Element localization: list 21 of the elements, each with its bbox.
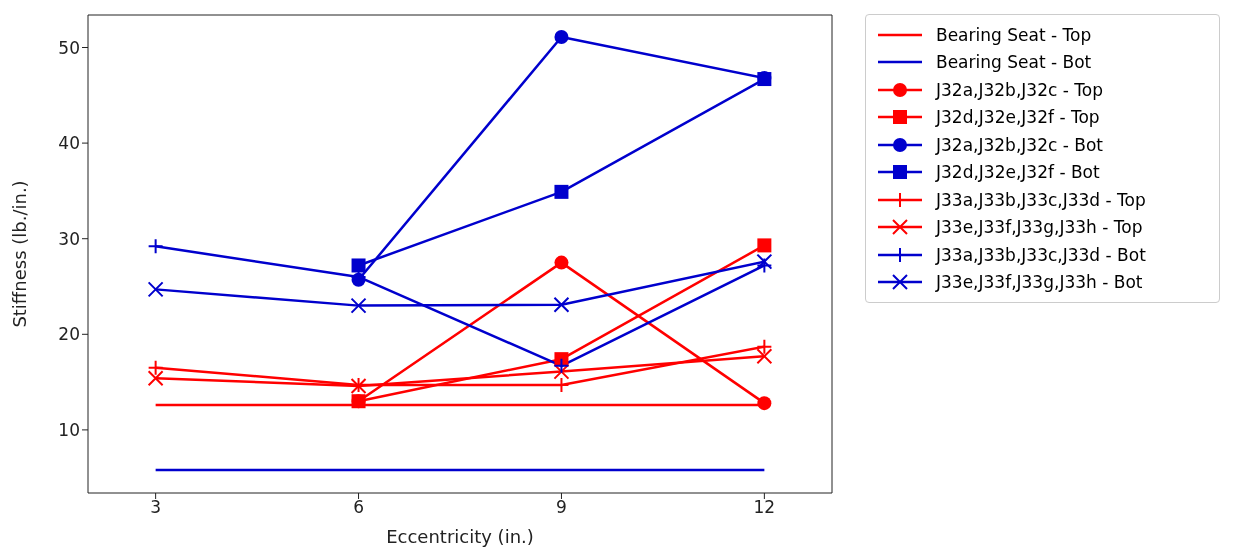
legend-label: J32d,J32e,J32f - Bot (936, 162, 1100, 183)
legend-label: Bearing Seat - Bot (936, 52, 1092, 73)
y-tick-label: 10 (58, 419, 80, 440)
legend-label: J33e,J33f,J33g,J33h - Bot (936, 272, 1143, 293)
y-tick-label: 30 (58, 228, 80, 249)
legend-label: Bearing Seat - Top (936, 24, 1092, 45)
x-axis-title: Eccentricity (in.) (386, 526, 534, 547)
legend-label: J32d,J32e,J32f - Top (936, 107, 1100, 128)
x-tick-label: 3 (150, 497, 162, 518)
legend-label: J33a,J33b,J33c,J33d - Top (936, 189, 1146, 210)
x-tick-label: 6 (353, 497, 364, 518)
y-tick-label: 40 (58, 133, 80, 154)
y-tick-label: 20 (58, 324, 80, 345)
x-tick-label: 12 (753, 497, 776, 518)
y-tick-label: 50 (58, 37, 80, 58)
x-tick-label: 9 (556, 497, 567, 518)
legend-label: J33e,J33f,J33g,J33h - Top (936, 217, 1143, 238)
legend-label: J33a,J33b,J33c,J33d - Bot (936, 244, 1146, 265)
y-axis-title: Stiffness (lb./in.) (9, 180, 31, 328)
legend-label: J32a,J32b,J32c - Top (936, 79, 1103, 100)
legend-label: J32a,J32b,J32c - Bot (936, 134, 1103, 155)
